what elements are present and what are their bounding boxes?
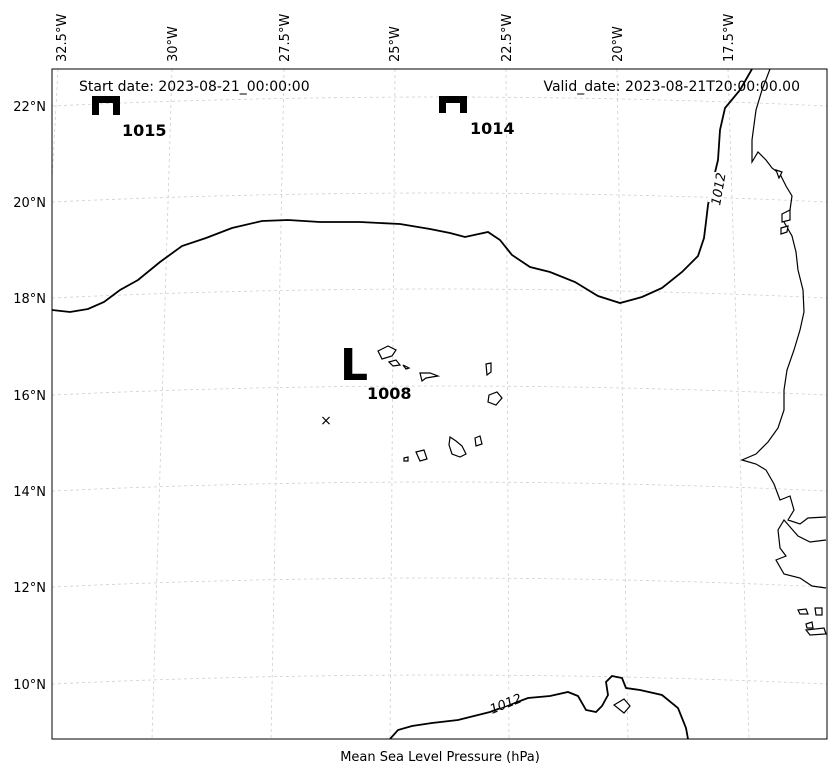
lon-tick-label: 32.5°W	[55, 14, 70, 62]
valid-date-label: Valid_date: 2023-08-21T20:00:00.00	[543, 79, 800, 95]
pressure-value: 1015	[122, 121, 167, 140]
lat-tick-label: 14°N	[13, 485, 46, 500]
lat-tick-label: 20°N	[13, 196, 46, 211]
start-date-label: Start date: 2023-08-21_00:00:00	[79, 79, 310, 95]
map-area	[52, 69, 827, 739]
isobar-1012-south	[389, 675, 689, 739]
lat-tick-label: 18°N	[13, 292, 46, 307]
lon-tick-label: 30°W	[166, 26, 181, 62]
location-marker: ×	[320, 413, 332, 429]
high-pressure-symbol	[439, 96, 467, 113]
canary-islands	[780, 225, 789, 235]
canary-islands	[774, 169, 783, 180]
cape-verde-islands	[377, 345, 503, 462]
lon-tick-label: 20°W	[611, 26, 626, 62]
lat-tick-label: 22°N	[13, 100, 46, 115]
isobar-labels: 1012 1012	[488, 171, 730, 717]
bissagos-islands	[804, 627, 827, 636]
bissagos-islands	[814, 607, 823, 616]
low-pressure-system: L 1008	[340, 340, 412, 403]
high-pressure-system: 1015	[92, 96, 167, 140]
bissagos-islands	[797, 608, 809, 615]
lon-tick-label: 27.5°W	[278, 14, 293, 62]
lat-tick-label: 16°N	[13, 389, 46, 404]
isobar-1012-north	[52, 69, 753, 313]
isobar-label: 1012	[709, 171, 730, 206]
low-pressure-symbol: L	[340, 340, 368, 391]
graticule	[52, 69, 827, 739]
africa-coastline-south	[775, 518, 827, 589]
isobar-1012-closed	[612, 698, 631, 714]
lon-tick-label: 22.5°W	[500, 14, 515, 62]
africa-coastline	[740, 69, 827, 525]
canary-islands	[781, 209, 791, 223]
bissagos-islands	[805, 621, 814, 629]
lon-tick-label: 25°W	[388, 26, 403, 62]
longitude-tick-labels: 32.5°W 30°W 27.5°W 25°W 22.5°W 20°W 17.5…	[55, 14, 737, 62]
pressure-value: 1014	[470, 119, 515, 138]
map-frame	[51, 68, 828, 740]
high-pressure-symbol	[92, 96, 120, 115]
lat-tick-label: 10°N	[13, 678, 46, 693]
map-caption: Mean Sea Level Pressure (hPa)	[340, 750, 540, 765]
latitude-tick-labels: 22°N 20°N 18°N 16°N 14°N 12°N 10°N	[13, 100, 46, 693]
high-pressure-system: 1014	[439, 96, 515, 138]
pressure-value: 1008	[367, 384, 412, 403]
lat-tick-label: 12°N	[13, 581, 46, 596]
lon-tick-label: 17.5°W	[722, 14, 737, 62]
